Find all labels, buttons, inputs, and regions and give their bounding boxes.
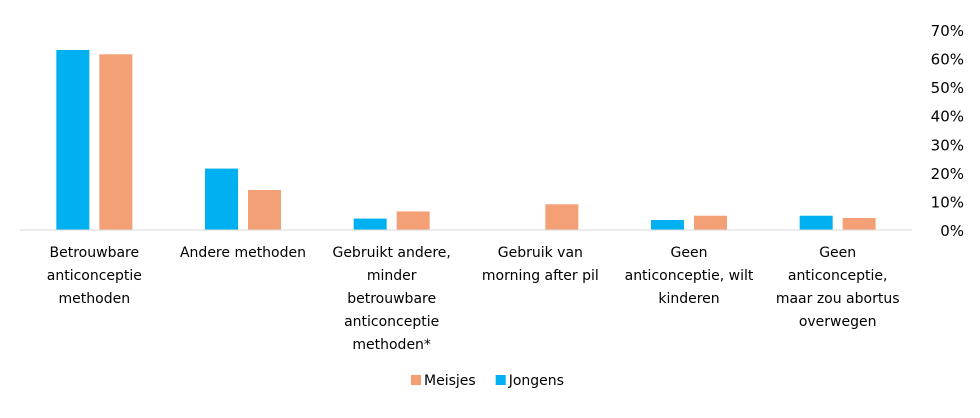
bar-meisjes-4 <box>694 215 727 230</box>
y-tick-label: 30% <box>931 136 964 154</box>
bars-group <box>56 50 876 231</box>
bar-jongens-1 <box>205 168 238 230</box>
legend-label-jongens: Jongens <box>508 373 564 389</box>
x-category-label: Geen anticonceptie, wilt kinderen <box>625 245 754 307</box>
y-tick-label: 50% <box>931 79 964 97</box>
y-tick-label: 20% <box>931 165 964 183</box>
bar-meisjes-5 <box>842 218 876 230</box>
x-category-label: Andere methoden <box>180 245 306 261</box>
y-tick-label: 60% <box>931 51 964 69</box>
legend: Meisjes Jongens <box>411 373 564 389</box>
bar-jongens-2 <box>353 218 387 230</box>
y-tick-label: 70% <box>931 22 964 40</box>
x-category-label: Geen anticonceptie, maar zou abortus overwe… <box>776 245 900 330</box>
legend-swatch-jongens <box>495 375 506 385</box>
x-category-label: Gebruik van morning after pil <box>482 245 599 284</box>
legend-label-meisjes: Meisjes <box>424 373 476 389</box>
y-tick-label: 0% <box>940 222 964 240</box>
legend-swatch-meisjes <box>411 375 421 385</box>
x-axis-labels: Betrouwbare anticonceptie methoden Andere m… <box>47 245 900 353</box>
bar-meisjes-0 <box>99 54 133 231</box>
bar-meisjes-2 <box>396 211 430 230</box>
bar-jongens-0 <box>56 50 90 230</box>
bar-jongens-5 <box>799 215 833 230</box>
bar-jongens-4 <box>651 220 684 230</box>
y-tick-label: 40% <box>931 108 964 126</box>
y-axis-ticks: 0% 10% 20% 30% 40% 50% 60% 70% <box>931 22 964 240</box>
bar-meisjes-3 <box>545 204 579 230</box>
bar-meisjes-1 <box>248 190 281 230</box>
y-tick-label: 10% <box>931 193 964 211</box>
x-category-label: Betrouwbare anticonceptie methoden <box>47 245 142 307</box>
x-category-label: Gebruikt andere, minder betrouwbare anticon… <box>332 245 450 353</box>
